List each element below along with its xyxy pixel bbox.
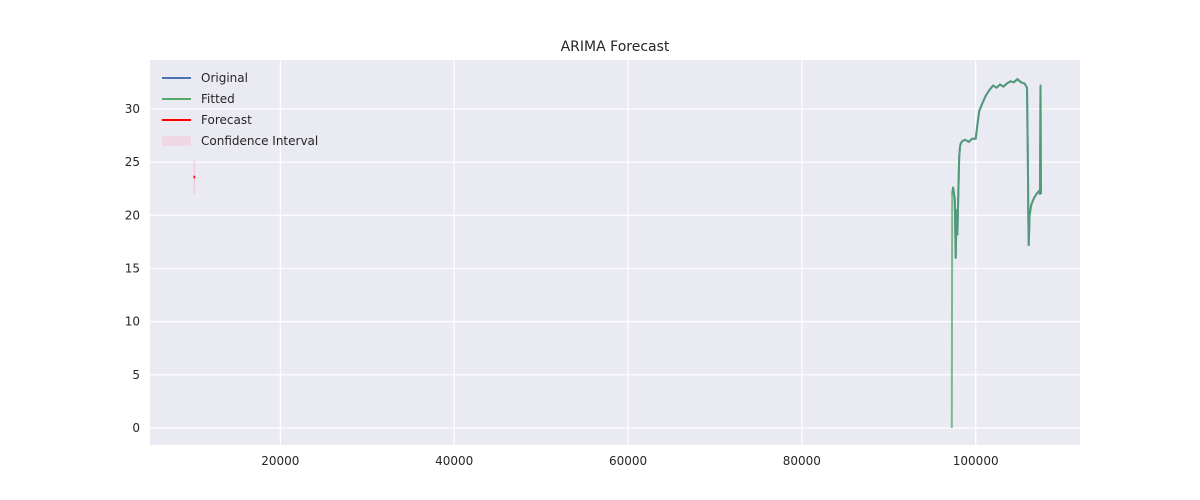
- tick-labels: 20000 40000 60000 80000 100000 0 5 10 15 20 25 30: [125, 102, 999, 468]
- y-tick-label: 25: [125, 155, 140, 169]
- x-tick-label: 100000: [953, 454, 999, 468]
- plot-area: [150, 60, 1080, 445]
- y-tick-label: 15: [125, 261, 140, 275]
- legend-confidence-interval-label: Confidence Interval: [201, 134, 318, 148]
- legend-original-label: Original: [201, 71, 248, 85]
- legend-forecast-label: Forecast: [201, 113, 252, 127]
- legend-confidence-interval-marker: [162, 136, 191, 146]
- y-tick-label: 0: [132, 421, 140, 435]
- y-tick-label: 20: [125, 208, 140, 222]
- series-layer: [193, 78, 1042, 429]
- x-tick-label: 40000: [435, 454, 473, 468]
- x-tick-label: 80000: [783, 454, 821, 468]
- chart-title: ARIMA Forecast: [561, 39, 670, 55]
- legend-fitted-label: Fitted: [201, 92, 235, 106]
- x-tick-label: 60000: [609, 454, 647, 468]
- fitted-series-line: [950, 78, 1042, 429]
- y-tick-label: 10: [125, 315, 140, 329]
- legend: Original Fitted Forecast Confidence Interva…: [162, 71, 318, 148]
- y-tick-label: 5: [132, 368, 140, 382]
- grid-lines: [150, 60, 1080, 445]
- x-tick-label: 20000: [261, 454, 299, 468]
- y-tick-label: 30: [125, 102, 140, 116]
